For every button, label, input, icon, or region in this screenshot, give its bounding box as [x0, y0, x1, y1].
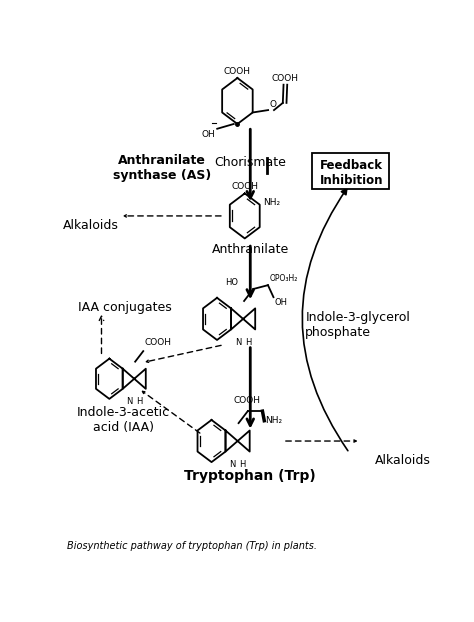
- Text: NH₂: NH₂: [265, 416, 283, 425]
- Text: Indole-3-acetic
acid (IAA): Indole-3-acetic acid (IAA): [77, 406, 170, 434]
- Text: H: H: [136, 397, 142, 406]
- Text: COOH: COOH: [145, 338, 172, 347]
- Text: Anthranilate
synthase (AS): Anthranilate synthase (AS): [113, 154, 211, 182]
- Text: NH₂: NH₂: [264, 198, 281, 207]
- FancyBboxPatch shape: [311, 153, 389, 188]
- Text: O: O: [270, 100, 277, 109]
- Text: IAA conjugates: IAA conjugates: [78, 301, 172, 314]
- Text: Anthranilate: Anthranilate: [212, 243, 289, 256]
- Text: Biosynthetic pathway of tryptophan (Trp) in plants.: Biosynthetic pathway of tryptophan (Trp)…: [66, 541, 317, 551]
- Text: OH: OH: [201, 130, 215, 139]
- Text: N: N: [235, 338, 241, 346]
- Text: H: H: [239, 460, 246, 469]
- Text: H: H: [245, 338, 251, 346]
- Text: Alkaloids: Alkaloids: [375, 453, 431, 466]
- FancyArrowPatch shape: [302, 188, 348, 451]
- Text: OH: OH: [274, 298, 288, 307]
- Text: OPO₃H₂: OPO₃H₂: [270, 274, 298, 283]
- Text: Feedback
Inhibition: Feedback Inhibition: [319, 159, 383, 187]
- Text: COOH: COOH: [224, 67, 251, 76]
- Text: COOH: COOH: [231, 182, 258, 191]
- Text: Indole-3-glycerol
phosphate: Indole-3-glycerol phosphate: [305, 310, 410, 338]
- Text: HO: HO: [226, 277, 238, 287]
- Text: Chorismate: Chorismate: [214, 156, 286, 169]
- Text: Alkaloids: Alkaloids: [63, 219, 118, 232]
- Text: N: N: [126, 397, 132, 406]
- Text: Tryptophan (Trp): Tryptophan (Trp): [184, 469, 316, 483]
- Text: COOH: COOH: [234, 396, 261, 406]
- Text: N: N: [229, 460, 236, 469]
- Text: COOH: COOH: [271, 74, 298, 83]
